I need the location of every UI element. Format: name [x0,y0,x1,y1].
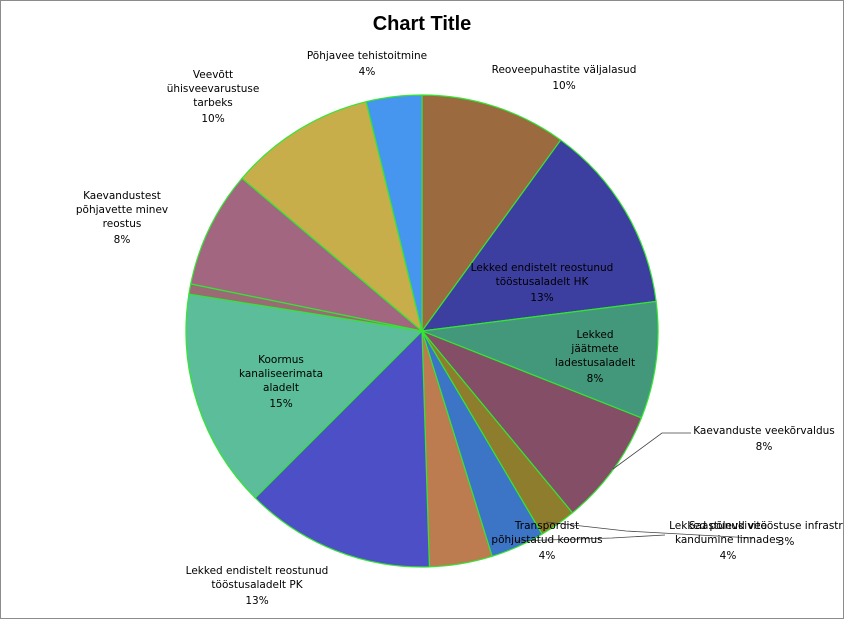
pie-slice-1 [421,94,562,333]
data-label-9: Koormus kanaliseerimata aladelt 15% [239,354,323,410]
pie-slice-8 [254,329,431,568]
data-label-6: Saastunud vee kandumine linnades 4% [675,520,781,562]
leader-line-4 [612,432,691,470]
data-label-5: Lekked põlevkivitööstuse infrastruktuuri… [669,520,843,548]
data-label-12: Veevõtt ühisveevarustuse tarbeks 10% [167,69,260,125]
data-label-3: Lekked jäätmete ladestusaladelt 8% [555,329,635,385]
data-label-4: Kaevanduste veekõrvaldus 8% [693,425,835,453]
leader-line-6 [513,534,666,542]
data-label-1: Reoveepuhastite väljalasud 10% [492,64,637,92]
data-label-11: Kaevandustest põhjavette minev reostus 8% [76,190,168,246]
pie-slice-3 [421,300,659,419]
data-label-8: Lekked endistelt reostunud tööstusaladelt… [186,565,329,607]
pie-slice-2 [420,139,657,332]
leader-line-5 [545,521,754,539]
pie-slice-13 [365,94,423,332]
data-label-13: Põhjavee tehistoitmine 4% [307,50,427,78]
data-label-7: Transpordist põhjustatud koormus 4% [491,520,602,562]
pie-slice-4 [421,330,643,514]
pie-slice-11 [190,177,423,332]
data-label-2: Lekked endistelt reostunud tööstusaladelt… [471,262,614,304]
chart-title: Chart Title [372,13,472,35]
pie-slice-9 [185,293,424,499]
pie-slice-12 [241,100,424,333]
